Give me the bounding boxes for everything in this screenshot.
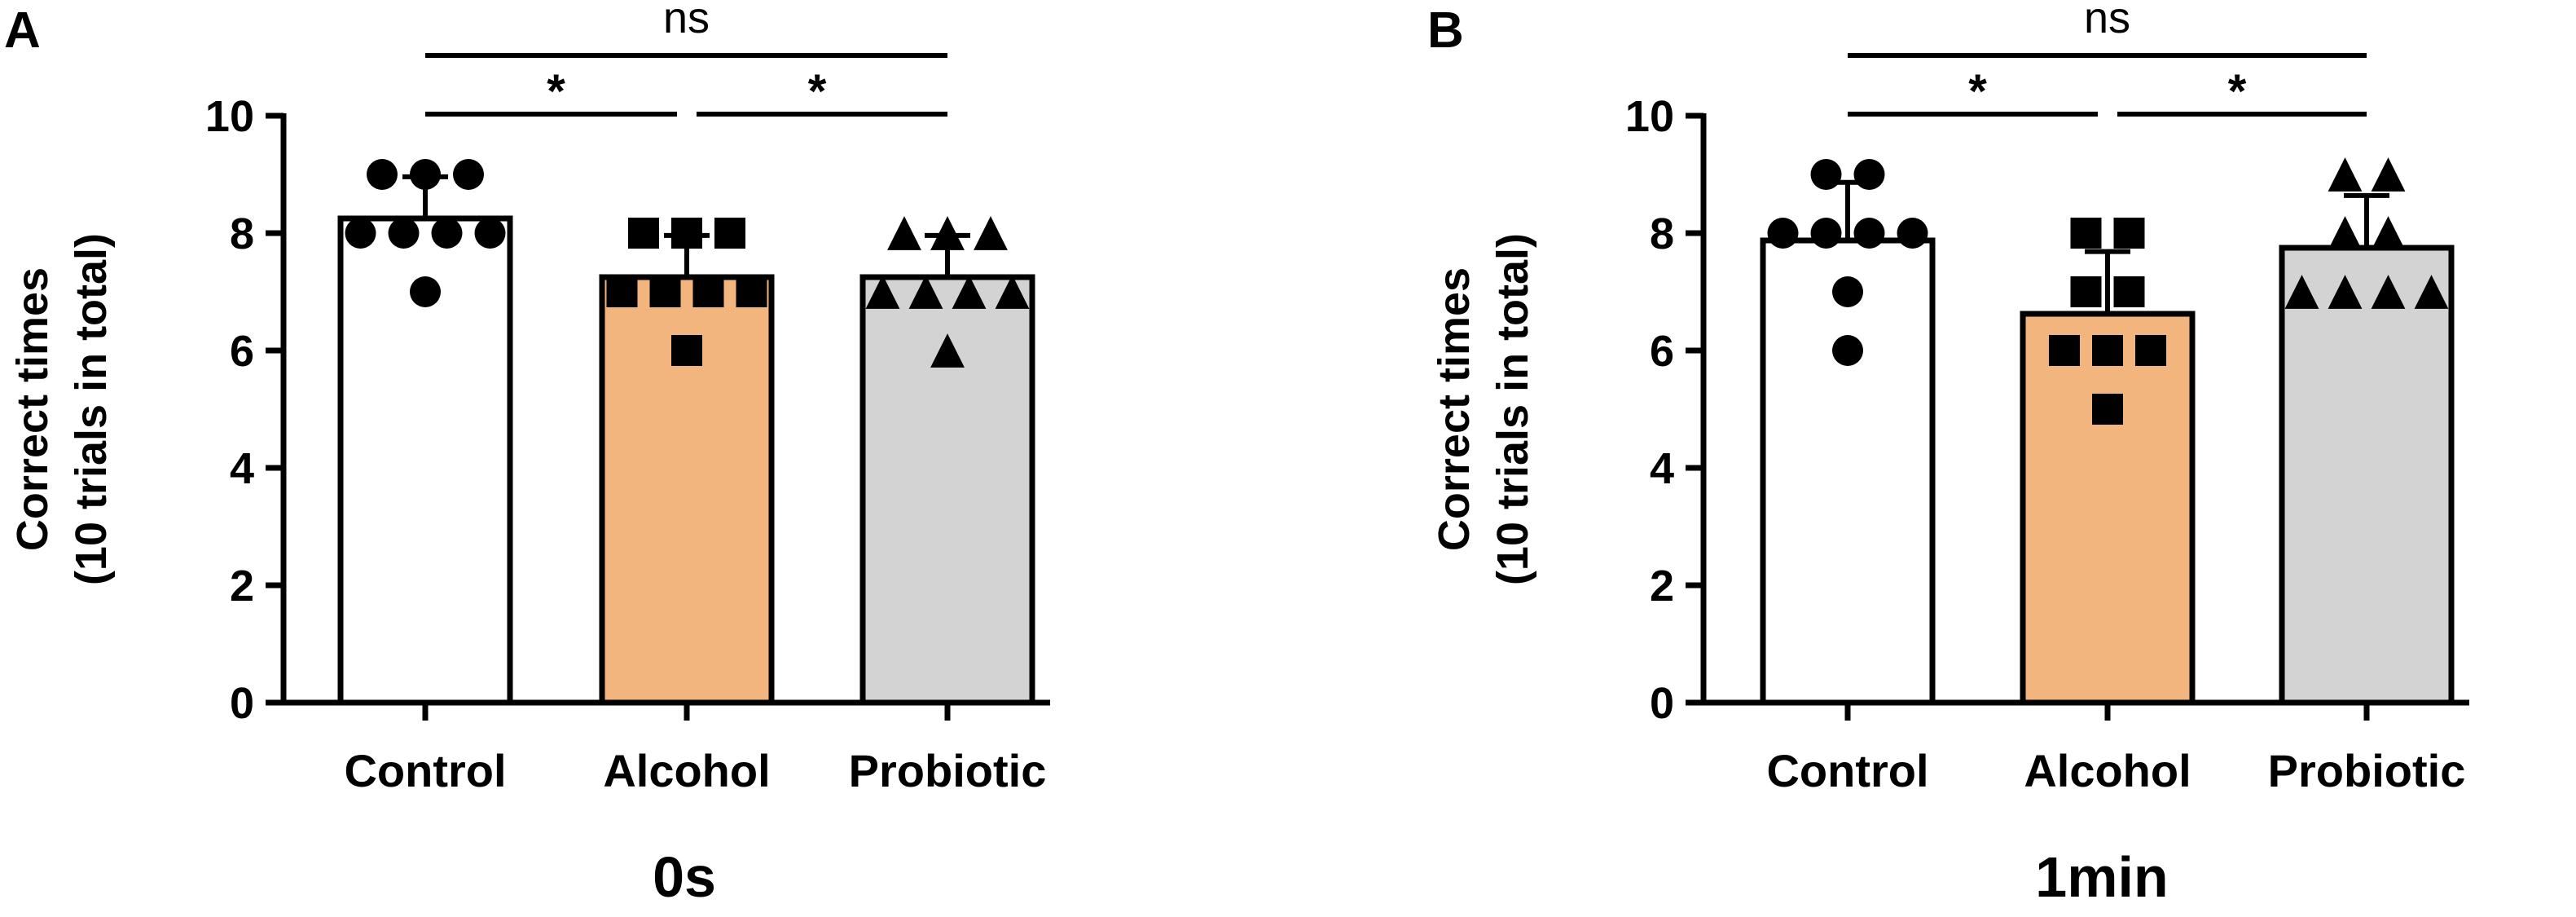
y-tick-label: 8 (1650, 209, 1674, 258)
y-tick-label: 4 (1650, 444, 1674, 493)
data-point-square (2092, 335, 2123, 366)
data-point-circle (1853, 218, 1885, 249)
data-point-square (671, 335, 702, 366)
y-tick-label: 2 (230, 562, 254, 611)
significance-label: * (547, 65, 565, 118)
data-point-triangle (2371, 157, 2406, 192)
data-point-circle (1897, 218, 1928, 249)
data-point-square (606, 276, 638, 307)
significance-label: * (808, 65, 827, 118)
y-tick-label: 6 (230, 327, 254, 376)
data-point-triangle (930, 333, 965, 368)
significance-label: ns (663, 0, 710, 42)
data-point-circle (1853, 159, 1885, 190)
data-point-circle (431, 218, 463, 249)
bar-probiotic (2279, 245, 2455, 706)
data-point-circle (1810, 218, 1842, 249)
y-tick-label: 4 (230, 444, 254, 493)
significance-label: * (2228, 65, 2247, 118)
y-tick-label: 2 (1650, 562, 1674, 611)
data-point-triangle (2371, 216, 2406, 250)
data-point-circle (410, 159, 441, 190)
y-tick-label: 8 (230, 209, 254, 258)
data-point-circle (367, 159, 398, 190)
data-point-square (2070, 276, 2102, 307)
x-axis-label: 0s (653, 845, 716, 909)
data-point-circle (1832, 335, 1863, 366)
data-point-circle (1767, 218, 1799, 249)
data-point-circle (453, 159, 484, 190)
data-point-square (2113, 218, 2145, 249)
data-point-circle (410, 276, 441, 307)
data-point-square (2113, 276, 2145, 307)
x-tick-label: Probiotic (2268, 745, 2466, 796)
bar-control (1760, 237, 1936, 706)
data-point-triangle (887, 216, 921, 250)
y-axis-label: Correct times (8, 267, 57, 551)
x-axis-label: 1min (2035, 845, 2168, 909)
data-point-square (2135, 335, 2166, 366)
y-axis-label: (10 trials in total) (67, 233, 116, 585)
data-point-triangle (930, 216, 965, 250)
data-point-square (714, 218, 745, 249)
y-tick-label: 6 (1650, 327, 1674, 376)
data-point-square (2070, 218, 2102, 249)
x-tick-label: Control (1766, 745, 1928, 796)
y-tick-label: 0 (230, 679, 254, 728)
data-point-circle (345, 218, 376, 249)
data-point-triangle (2328, 157, 2363, 192)
x-tick-label: Control (344, 745, 506, 796)
data-point-triangle (952, 275, 987, 309)
x-tick-label: Alcohol (2024, 745, 2191, 796)
data-point-circle (1810, 159, 1842, 190)
data-point-square (2092, 394, 2123, 425)
x-tick-label: Probiotic (849, 745, 1047, 796)
data-point-square (671, 218, 702, 249)
data-point-square (2049, 335, 2080, 366)
data-point-triangle (865, 275, 900, 309)
y-tick-label: 10 (205, 92, 254, 141)
data-point-triangle (995, 275, 1030, 309)
data-point-square (736, 276, 767, 307)
x-tick-label: Alcohol (603, 745, 770, 796)
data-point-circle (388, 218, 420, 249)
data-point-triangle (2284, 275, 2319, 309)
data-point-triangle (2414, 275, 2449, 309)
panel-label: B (1427, 2, 1464, 59)
data-point-triangle (908, 275, 943, 309)
data-point-triangle (2328, 275, 2363, 309)
panel-label: A (4, 2, 41, 59)
data-point-circle (1832, 276, 1863, 307)
panel-a: A Correct times (10 trials in total) 0 2 4 6 8 1… (4, 0, 1050, 909)
y-tick-label: 0 (1650, 679, 1674, 728)
data-point-square (628, 218, 659, 249)
data-point-triangle (2328, 216, 2363, 250)
significance-label: ns (2084, 0, 2130, 42)
data-point-triangle (2371, 275, 2406, 309)
y-tick-label: 10 (1625, 92, 1674, 141)
data-point-circle (474, 218, 506, 249)
data-point-square (649, 276, 681, 307)
data-point-triangle (974, 216, 1008, 250)
data-point-square (692, 276, 724, 307)
y-axis-label: (10 trials in total) (1488, 233, 1537, 585)
panel-b: B Correct times (10 trials in total) 0 2 4 6 8 1… (1427, 0, 2469, 909)
significance-label: * (1968, 65, 1987, 118)
y-axis-label: Correct times (1430, 267, 1479, 551)
bar-alcohol (2020, 311, 2196, 706)
